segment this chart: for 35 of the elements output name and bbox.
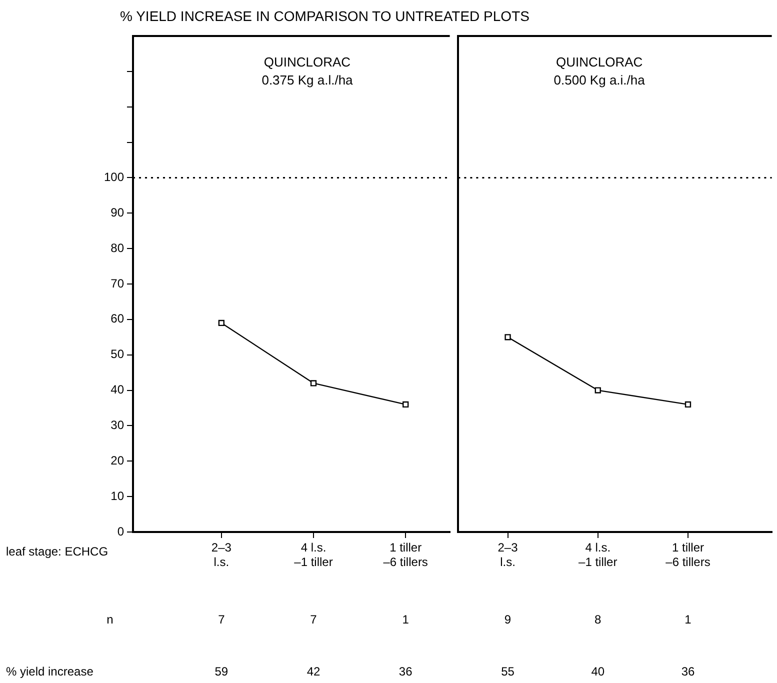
y-tick-label: 70	[110, 276, 124, 290]
text: 1	[402, 612, 410, 626]
y-tick-label: 60	[110, 312, 124, 326]
data-label: 36	[681, 664, 695, 678]
text: 7	[218, 612, 226, 626]
text: QUINCLORAC 0.500 Kg a.i./ha	[554, 54, 646, 88]
text: n	[106, 612, 114, 626]
text: % yield increase	[6, 664, 94, 678]
x-axis-title: leaf stage: ECHCG	[6, 544, 108, 558]
text: QUINCLORAC 0.375 Kg a.l./ha	[262, 54, 354, 88]
y-tick-label: 100	[104, 170, 124, 184]
chart-title: % YIELD INCREASE IN COMPARISON TO UNTREATED PLOTS	[120, 8, 530, 24]
y-tick-label: 50	[110, 347, 124, 362]
data-label: 59	[214, 664, 228, 678]
text: 7	[310, 612, 318, 626]
text: 9	[504, 612, 512, 626]
x-tick-label: 2–3 l.s.	[211, 540, 232, 569]
y-tick-label: 80	[110, 240, 124, 255]
y-tick-label: 30	[110, 418, 124, 432]
x-tick-label: 4 l.s. –1 tiller	[294, 540, 333, 569]
data-label: 42	[306, 664, 320, 678]
y-tick-label: 10	[110, 488, 124, 503]
y-tick-label: 20	[110, 453, 124, 468]
x-tick-label: 1 tiller –6 tillers	[383, 540, 428, 569]
y-tick-label: 40	[110, 382, 124, 397]
data-label: 55	[501, 664, 515, 678]
data-label: 36	[398, 664, 413, 678]
x-tick-label: 4 l.s. –1 tiller	[578, 540, 618, 569]
text: 8	[594, 612, 602, 626]
y-tick-label: 90	[110, 205, 124, 220]
x-tick-label: 2–3 l.s.	[498, 540, 518, 569]
text: 1	[684, 612, 692, 626]
data-label: 40	[591, 664, 605, 678]
x-tick-label: 1 tiller –6 tillers	[666, 540, 710, 569]
y-tick-label: 0	[117, 524, 124, 538]
